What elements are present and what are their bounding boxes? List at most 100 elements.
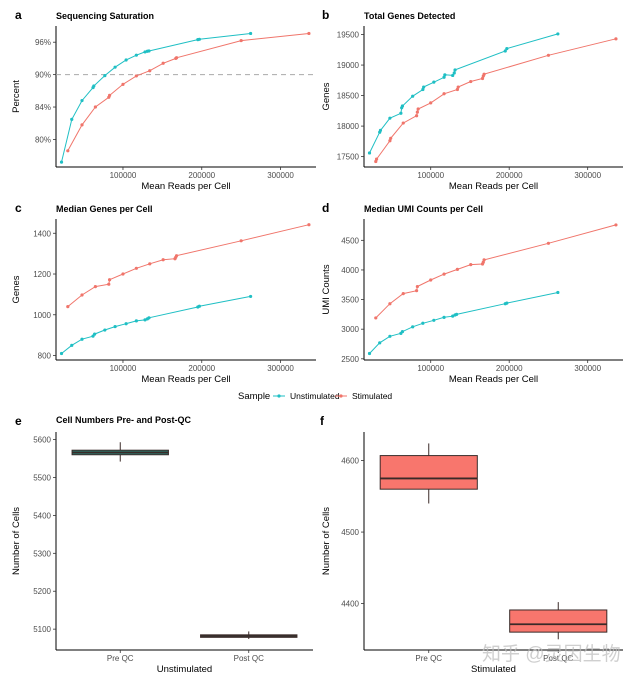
data-point — [80, 123, 84, 127]
data-point — [411, 94, 415, 98]
data-point — [614, 37, 618, 41]
data-point — [451, 314, 455, 318]
data-point — [121, 272, 125, 276]
data-point — [249, 294, 253, 299]
data-point — [400, 104, 405, 108]
x-tick-label: 200000 — [496, 364, 523, 373]
data-point — [388, 116, 392, 120]
data-point — [92, 84, 96, 88]
panel-letter: c — [15, 201, 22, 215]
data-point — [399, 111, 403, 115]
x-tick-label: 300000 — [267, 171, 294, 180]
data-point — [66, 305, 70, 309]
data-point — [556, 290, 560, 295]
data-point — [93, 332, 97, 336]
data-point — [124, 58, 128, 62]
x-tick-label: 200000 — [496, 171, 523, 180]
data-point — [239, 38, 243, 43]
data-point — [70, 343, 74, 347]
data-point — [411, 325, 415, 329]
data-point — [147, 316, 151, 320]
watermark: 知乎 @灵因生物 — [482, 643, 621, 665]
x-tick-label: 300000 — [267, 364, 294, 373]
data-point — [148, 69, 152, 73]
data-point — [374, 157, 379, 161]
series-line-stimulated — [67, 33, 309, 152]
data-point — [107, 282, 111, 286]
x-axis-label: Unstimulated — [157, 664, 212, 675]
panel-c: c Median Genes per Cell 800 1000 1200 1400 Gen… — [11, 201, 316, 385]
data-point — [134, 74, 138, 78]
data-point — [469, 263, 473, 267]
data-point — [429, 278, 433, 282]
data-point — [134, 266, 138, 270]
data-point — [546, 53, 551, 57]
x-tick-label: 200000 — [188, 364, 215, 373]
series-line-unstimulated — [369, 33, 559, 154]
data-point — [59, 351, 64, 356]
data-point — [482, 72, 486, 76]
data-point — [367, 351, 372, 356]
y-tick-label: 1400 — [33, 229, 51, 238]
y-tick-label: 80% — [35, 135, 51, 144]
data-point — [307, 223, 311, 227]
y-tick-label: 5600 — [33, 436, 51, 445]
y-tick-label: 5400 — [33, 511, 51, 520]
data-point — [456, 85, 460, 89]
data-point — [416, 107, 420, 111]
data-point — [148, 262, 152, 266]
y-tick-label: 2500 — [341, 355, 359, 364]
data-point — [505, 301, 509, 305]
panel-letter: f — [320, 414, 325, 428]
x-axis-label: Mean Reads per Cell — [141, 181, 230, 192]
data-point — [432, 318, 436, 322]
data-point — [249, 31, 253, 36]
x-tick-label: 100000 — [417, 364, 444, 373]
x-tick-label: Post QC — [543, 654, 573, 663]
legend: Sample Unstimulated Stimulated — [238, 391, 392, 402]
x-tick-label: 100000 — [110, 171, 137, 180]
data-point — [134, 53, 138, 57]
y-tick-label: 1000 — [33, 311, 51, 320]
y-tick-label: 5500 — [33, 473, 51, 482]
series-line-unstimulated — [61, 33, 251, 163]
y-tick-label: 84% — [35, 103, 51, 112]
data-point — [107, 278, 112, 282]
data-point — [147, 49, 151, 53]
legend-item-label: Unstimulated — [290, 391, 340, 401]
x-tick-label: Pre QC — [107, 654, 134, 663]
series-line-stimulated — [375, 224, 617, 319]
y-tick-label: 4500 — [341, 528, 359, 537]
panel-letter: b — [322, 8, 329, 22]
data-point — [93, 285, 97, 289]
data-point — [80, 293, 84, 297]
panel-e: e Cell Numbers Pre- and Post-QC 5100 5200 53… — [11, 414, 313, 675]
data-point — [367, 151, 372, 155]
data-point — [389, 136, 393, 140]
data-point — [442, 315, 446, 319]
x-tick-label: 200000 — [188, 171, 215, 180]
data-point — [374, 316, 378, 320]
data-point — [451, 73, 455, 78]
x-tick-label: 100000 — [417, 171, 444, 180]
panel-a: a Sequencing Saturation 80% 84% 90% 96% Percen… — [11, 8, 316, 192]
y-axis-label: Percent — [11, 80, 22, 113]
data-point — [388, 334, 392, 338]
data-point — [59, 160, 64, 164]
y-axis-label: Number of Cells — [11, 507, 22, 575]
panel-d: d Median UMI Counts per Cell 2500 3000 3500 4… — [321, 201, 623, 385]
x-axis-label: Mean Reads per Cell — [449, 374, 538, 385]
data-point — [174, 56, 179, 60]
y-tick-label: 19500 — [337, 31, 360, 40]
data-point — [80, 98, 84, 103]
data-point — [107, 93, 112, 97]
box-iqr — [379, 455, 478, 490]
data-point — [374, 159, 378, 164]
data-point — [546, 241, 551, 245]
data-point — [455, 87, 459, 92]
y-tick-label: 3500 — [341, 296, 359, 305]
panel-letter: d — [322, 201, 329, 215]
data-point — [421, 87, 425, 92]
panel-title: Total Genes Detected — [364, 11, 455, 21]
y-tick-label: 17500 — [337, 153, 360, 162]
